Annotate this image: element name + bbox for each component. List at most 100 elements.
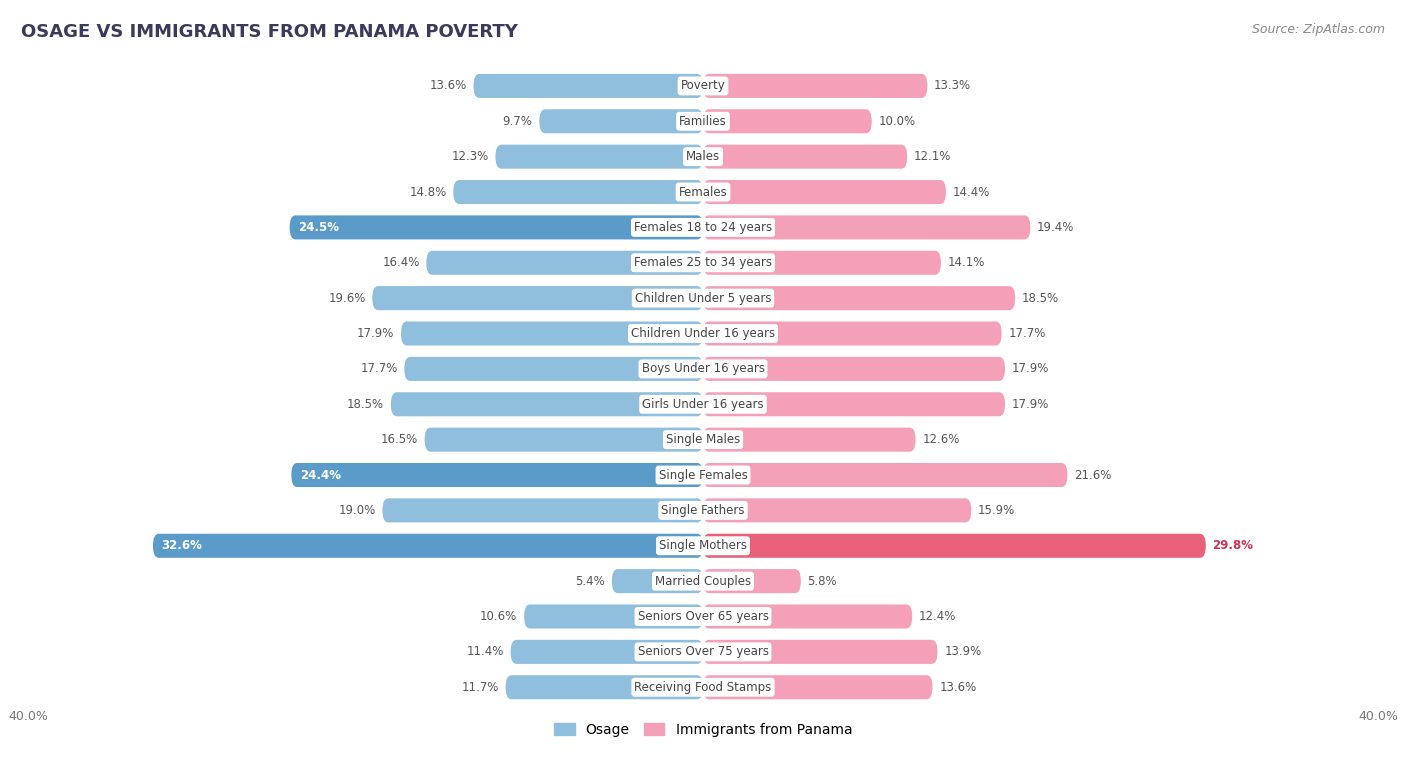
FancyBboxPatch shape (28, 143, 1378, 171)
FancyBboxPatch shape (703, 463, 1067, 487)
FancyBboxPatch shape (703, 357, 1005, 381)
Text: 17.9%: 17.9% (357, 327, 394, 340)
Text: 19.6%: 19.6% (328, 292, 366, 305)
FancyBboxPatch shape (495, 145, 703, 169)
Text: Poverty: Poverty (681, 80, 725, 92)
Text: Females 25 to 34 years: Females 25 to 34 years (634, 256, 772, 269)
Text: Females: Females (679, 186, 727, 199)
FancyBboxPatch shape (28, 108, 1378, 135)
Text: 13.9%: 13.9% (945, 645, 981, 659)
FancyBboxPatch shape (703, 251, 941, 275)
FancyBboxPatch shape (703, 321, 1001, 346)
Text: 12.4%: 12.4% (920, 610, 956, 623)
Text: 14.1%: 14.1% (948, 256, 986, 269)
Text: Single Mothers: Single Mothers (659, 539, 747, 553)
FancyBboxPatch shape (612, 569, 703, 594)
FancyBboxPatch shape (524, 604, 703, 628)
FancyBboxPatch shape (28, 178, 1378, 206)
FancyBboxPatch shape (28, 532, 1378, 559)
Text: 12.1%: 12.1% (914, 150, 952, 163)
Text: Children Under 5 years: Children Under 5 years (634, 292, 772, 305)
FancyBboxPatch shape (28, 673, 1378, 701)
FancyBboxPatch shape (28, 496, 1378, 525)
FancyBboxPatch shape (510, 640, 703, 664)
Text: 32.6%: 32.6% (162, 539, 202, 553)
Text: Boys Under 16 years: Boys Under 16 years (641, 362, 765, 375)
FancyBboxPatch shape (703, 286, 1015, 310)
Text: 24.5%: 24.5% (298, 221, 339, 234)
Text: 18.5%: 18.5% (1022, 292, 1059, 305)
Text: 11.4%: 11.4% (467, 645, 503, 659)
Text: Single Males: Single Males (666, 433, 740, 446)
FancyBboxPatch shape (703, 74, 928, 98)
FancyBboxPatch shape (290, 215, 703, 240)
FancyBboxPatch shape (401, 321, 703, 346)
FancyBboxPatch shape (703, 534, 1206, 558)
Text: 13.6%: 13.6% (939, 681, 976, 694)
FancyBboxPatch shape (703, 640, 938, 664)
FancyBboxPatch shape (703, 215, 1031, 240)
FancyBboxPatch shape (28, 603, 1378, 631)
FancyBboxPatch shape (28, 214, 1378, 241)
FancyBboxPatch shape (453, 180, 703, 204)
Text: 24.4%: 24.4% (299, 468, 340, 481)
Text: 12.6%: 12.6% (922, 433, 960, 446)
FancyBboxPatch shape (703, 428, 915, 452)
FancyBboxPatch shape (425, 428, 703, 452)
Text: 16.4%: 16.4% (382, 256, 419, 269)
Text: Single Fathers: Single Fathers (661, 504, 745, 517)
FancyBboxPatch shape (28, 284, 1378, 312)
FancyBboxPatch shape (540, 109, 703, 133)
FancyBboxPatch shape (28, 567, 1378, 595)
Text: Families: Families (679, 114, 727, 128)
FancyBboxPatch shape (28, 320, 1378, 347)
FancyBboxPatch shape (703, 145, 907, 169)
FancyBboxPatch shape (28, 390, 1378, 418)
FancyBboxPatch shape (28, 461, 1378, 489)
FancyBboxPatch shape (474, 74, 703, 98)
FancyBboxPatch shape (703, 392, 1005, 416)
Text: 19.0%: 19.0% (339, 504, 375, 517)
Text: 14.4%: 14.4% (953, 186, 990, 199)
FancyBboxPatch shape (28, 72, 1378, 100)
FancyBboxPatch shape (405, 357, 703, 381)
Text: 9.7%: 9.7% (503, 114, 533, 128)
FancyBboxPatch shape (28, 426, 1378, 453)
FancyBboxPatch shape (373, 286, 703, 310)
Legend: Osage, Immigrants from Panama: Osage, Immigrants from Panama (548, 718, 858, 743)
Text: 13.6%: 13.6% (430, 80, 467, 92)
Text: 17.7%: 17.7% (360, 362, 398, 375)
Text: 19.4%: 19.4% (1038, 221, 1074, 234)
Text: 14.8%: 14.8% (409, 186, 447, 199)
FancyBboxPatch shape (28, 249, 1378, 277)
FancyBboxPatch shape (703, 675, 932, 700)
FancyBboxPatch shape (703, 569, 801, 594)
Text: 21.6%: 21.6% (1074, 468, 1112, 481)
FancyBboxPatch shape (291, 463, 703, 487)
FancyBboxPatch shape (703, 180, 946, 204)
Text: 11.7%: 11.7% (461, 681, 499, 694)
Text: Seniors Over 75 years: Seniors Over 75 years (637, 645, 769, 659)
Text: 17.9%: 17.9% (1012, 362, 1049, 375)
FancyBboxPatch shape (506, 675, 703, 700)
Text: Children Under 16 years: Children Under 16 years (631, 327, 775, 340)
FancyBboxPatch shape (28, 355, 1378, 383)
Text: 5.4%: 5.4% (575, 575, 605, 587)
Text: 15.9%: 15.9% (979, 504, 1015, 517)
Text: Males: Males (686, 150, 720, 163)
Text: Girls Under 16 years: Girls Under 16 years (643, 398, 763, 411)
Text: Females 18 to 24 years: Females 18 to 24 years (634, 221, 772, 234)
Text: 10.6%: 10.6% (481, 610, 517, 623)
Text: 5.8%: 5.8% (807, 575, 837, 587)
Text: 12.3%: 12.3% (451, 150, 489, 163)
FancyBboxPatch shape (703, 604, 912, 628)
FancyBboxPatch shape (703, 498, 972, 522)
FancyBboxPatch shape (28, 638, 1378, 666)
FancyBboxPatch shape (703, 109, 872, 133)
Text: Seniors Over 65 years: Seniors Over 65 years (637, 610, 769, 623)
Text: Married Couples: Married Couples (655, 575, 751, 587)
FancyBboxPatch shape (382, 498, 703, 522)
FancyBboxPatch shape (426, 251, 703, 275)
Text: 29.8%: 29.8% (1212, 539, 1254, 553)
FancyBboxPatch shape (153, 534, 703, 558)
